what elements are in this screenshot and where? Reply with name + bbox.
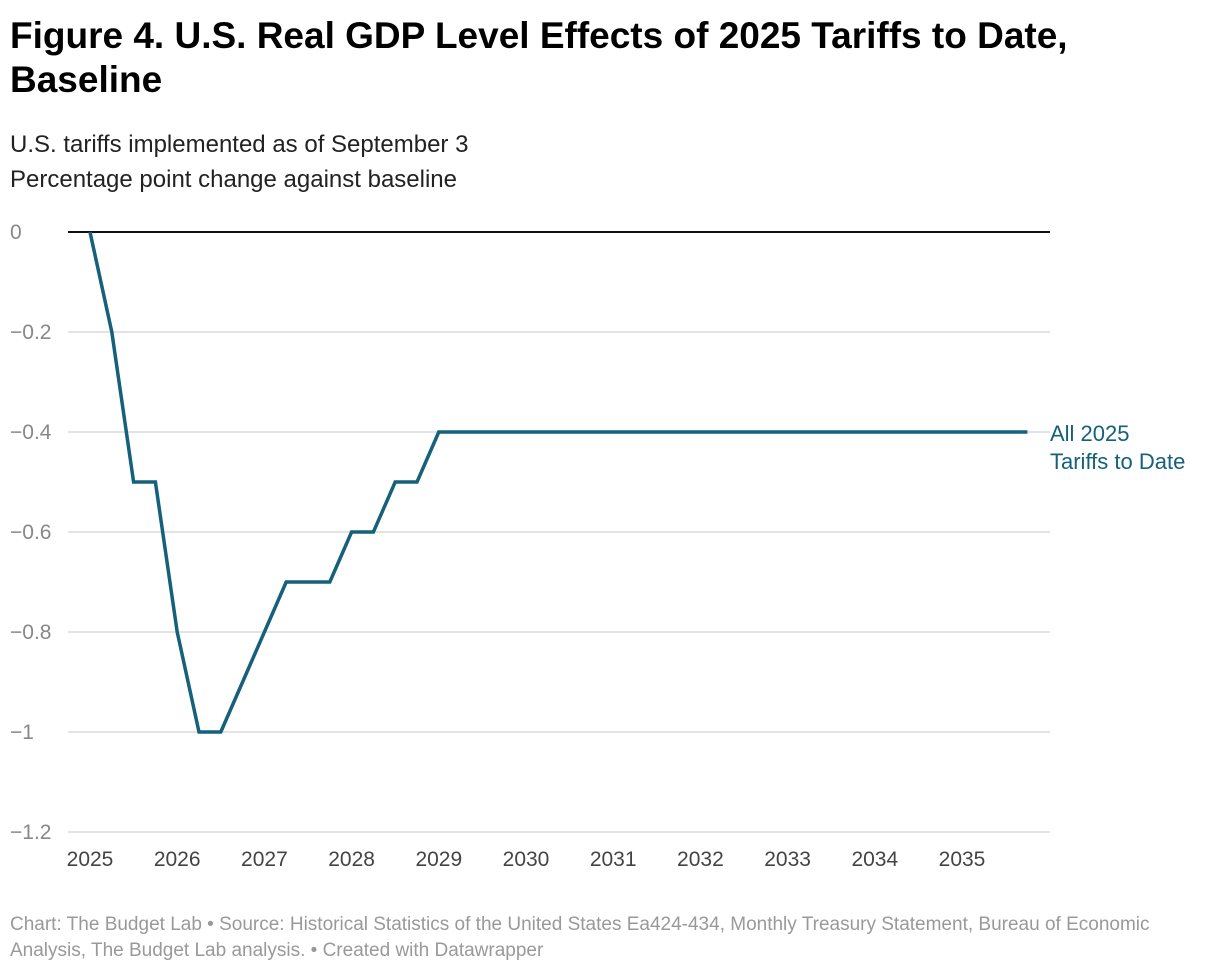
y-tick-label: −1.2 <box>10 821 51 844</box>
x-tick-label: 2026 <box>154 848 201 871</box>
x-tick-label: 2035 <box>939 848 986 871</box>
y-tick-label: −0.8 <box>10 621 51 644</box>
x-tick-label: 2031 <box>590 848 637 871</box>
series-line <box>88 231 1028 734</box>
x-tick-label: 2032 <box>677 848 724 871</box>
x-tick-label: 2028 <box>328 848 375 871</box>
y-tick-label: −0.2 <box>10 321 51 344</box>
unit-subtitle: Percentage point change against baseline <box>10 166 457 193</box>
x-tick-label: 2025 <box>67 848 114 871</box>
y-tick-label: −0.6 <box>10 521 51 544</box>
series-label: All 2025 Tariffs to Date <box>1050 420 1185 476</box>
footer-credits: Chart: The Budget Lab • Source: Historic… <box>10 914 1150 961</box>
x-tick-label: 2027 <box>241 848 288 871</box>
series-label-line: Tariffs to Date <box>1050 449 1186 474</box>
y-tick-label: −1 <box>10 721 34 744</box>
subtitle: U.S. tariffs implemented as of September… <box>10 131 469 158</box>
y-tick-label: −0.4 <box>10 421 52 444</box>
x-tick-label: 2034 <box>851 848 898 871</box>
y-tick-label: 0 <box>10 221 22 244</box>
series-label-line: All 2025 <box>1050 421 1130 446</box>
x-tick-label: 2029 <box>415 848 462 871</box>
x-tick-label: 2033 <box>764 848 811 871</box>
x-tick-label: 2030 <box>503 848 550 871</box>
chart-title: Figure 4. U.S. Real GDP Level Effects of… <box>10 15 1068 100</box>
